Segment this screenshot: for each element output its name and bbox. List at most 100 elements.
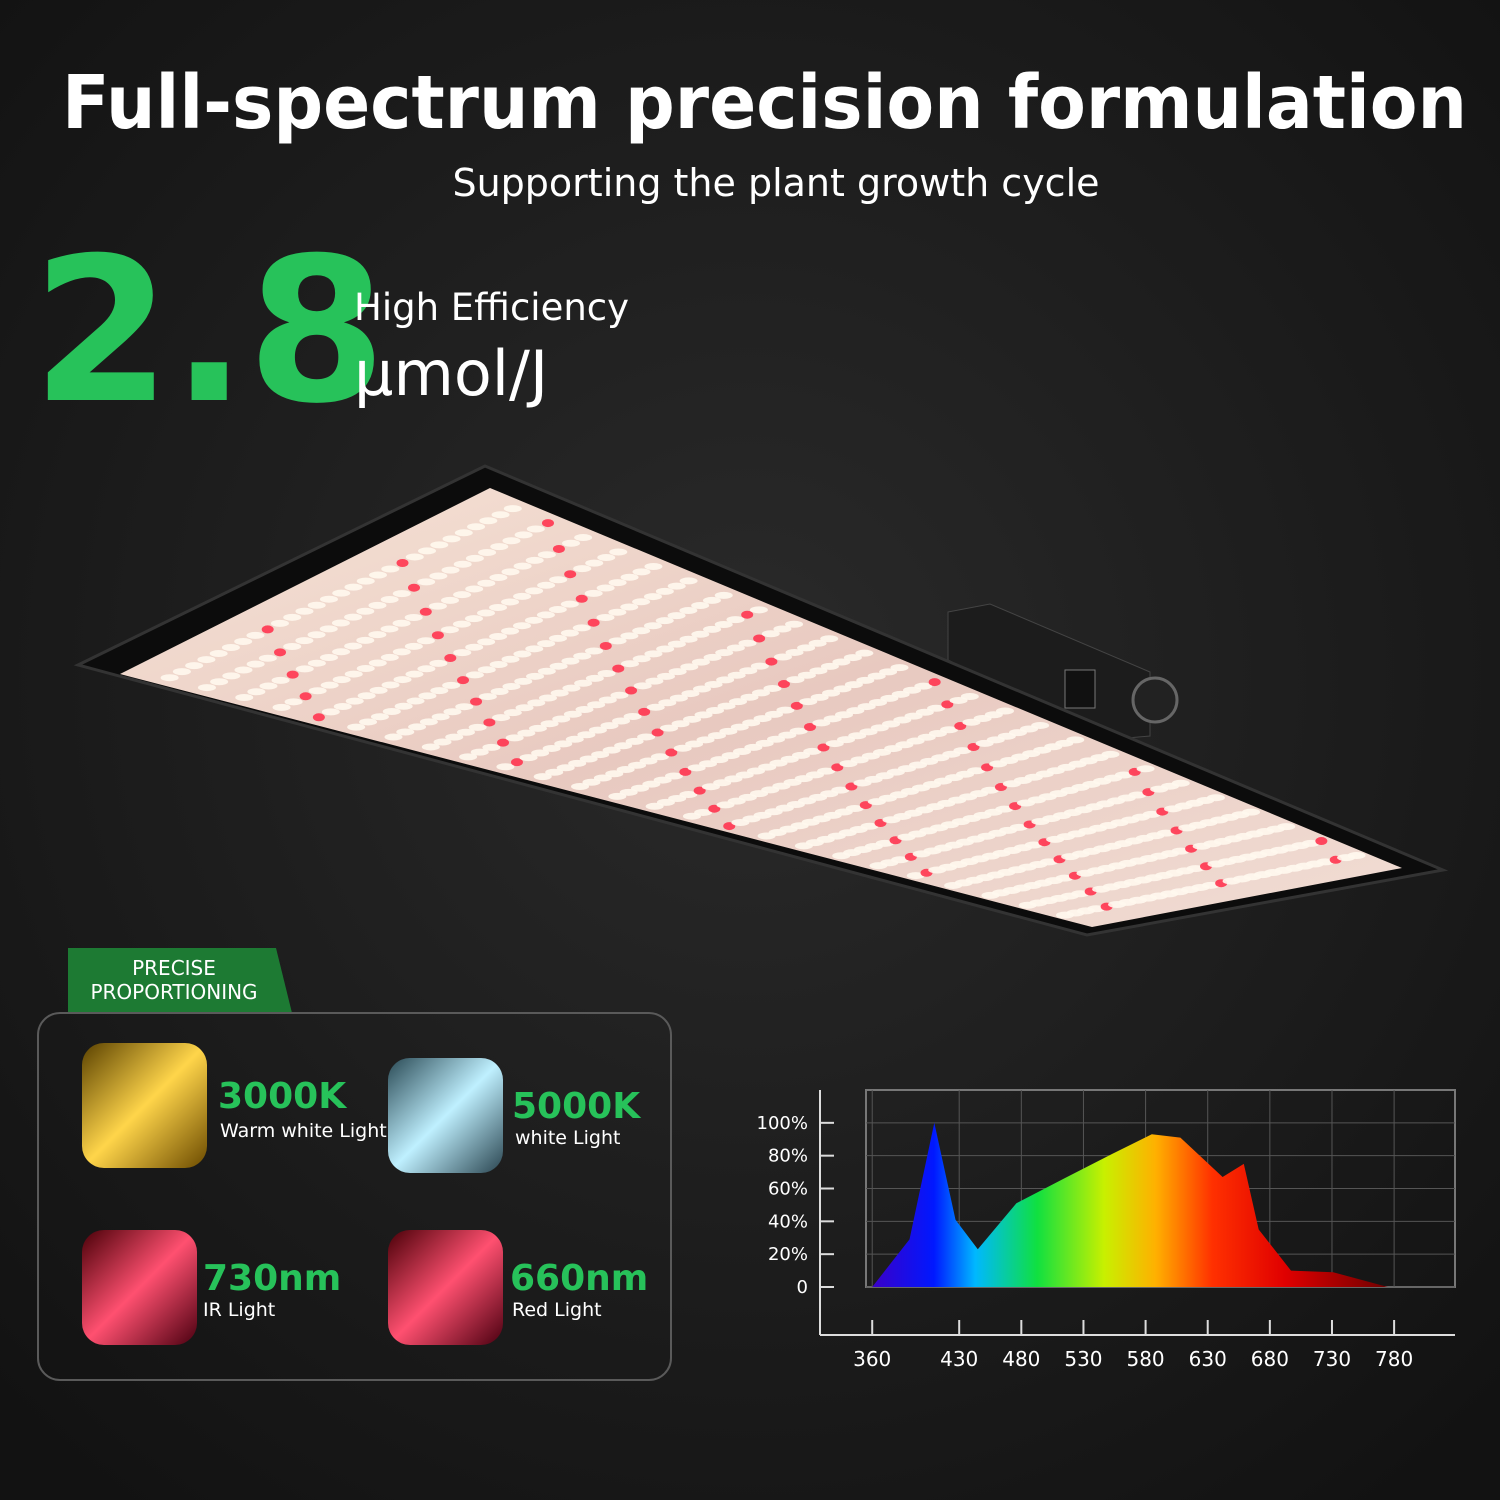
led xyxy=(283,613,302,621)
led xyxy=(465,554,484,562)
led xyxy=(755,739,774,747)
led xyxy=(568,759,587,767)
led xyxy=(646,703,665,711)
subtitle: Supporting the plant growth cycle xyxy=(452,161,1099,205)
led xyxy=(857,703,876,711)
led xyxy=(418,547,437,555)
led xyxy=(430,687,449,695)
led xyxy=(394,702,413,710)
led xyxy=(380,653,399,661)
led xyxy=(699,760,717,768)
led xyxy=(750,662,769,670)
led xyxy=(1171,779,1190,787)
led xyxy=(531,749,550,757)
led xyxy=(465,643,484,651)
badge-line: PRECISE xyxy=(132,956,216,980)
led xyxy=(593,774,612,782)
led xyxy=(482,743,501,751)
led xyxy=(741,610,754,619)
led xyxy=(574,534,593,542)
led xyxy=(763,684,782,692)
led xyxy=(789,727,808,735)
led xyxy=(702,596,721,604)
led xyxy=(608,792,627,800)
led xyxy=(914,682,933,690)
light-icon xyxy=(388,1058,503,1173)
led xyxy=(823,715,842,723)
led xyxy=(753,715,772,723)
led xyxy=(632,655,651,663)
led xyxy=(380,595,399,603)
light-label: IR Light xyxy=(203,1299,275,1321)
led xyxy=(344,670,363,678)
y-tick-label: 60% xyxy=(768,1179,808,1200)
led xyxy=(295,665,314,673)
led xyxy=(477,579,496,587)
led xyxy=(643,622,662,630)
led xyxy=(1009,823,1028,831)
x-tick-label: 730 xyxy=(1313,1347,1351,1371)
led xyxy=(967,743,980,752)
led xyxy=(679,577,698,585)
led xyxy=(221,644,240,652)
led xyxy=(817,767,836,775)
led xyxy=(891,690,910,698)
led xyxy=(1277,823,1296,831)
led xyxy=(673,744,692,752)
led xyxy=(639,757,658,765)
led xyxy=(727,671,746,679)
led xyxy=(319,625,338,633)
led xyxy=(428,602,447,610)
led xyxy=(356,636,375,644)
y-tick-label: 100% xyxy=(757,1113,808,1134)
led xyxy=(345,697,364,705)
led xyxy=(209,650,228,658)
led xyxy=(716,676,735,684)
led xyxy=(721,752,740,760)
led xyxy=(160,674,179,682)
led xyxy=(537,640,556,648)
led xyxy=(562,684,581,692)
led xyxy=(667,640,686,648)
led xyxy=(382,707,401,715)
led xyxy=(503,709,522,717)
x-tick-label: 780 xyxy=(1375,1347,1413,1371)
led xyxy=(515,704,534,712)
badge xyxy=(68,948,292,1013)
led xyxy=(591,751,610,759)
led xyxy=(710,756,729,764)
led xyxy=(408,583,420,592)
led xyxy=(691,601,710,609)
led xyxy=(812,719,831,727)
led xyxy=(483,718,496,727)
led xyxy=(644,562,663,570)
led xyxy=(501,598,520,606)
led xyxy=(667,612,686,620)
led xyxy=(307,659,326,667)
led xyxy=(489,660,508,668)
led xyxy=(503,505,522,513)
led xyxy=(633,682,652,690)
led xyxy=(431,631,444,640)
led xyxy=(669,694,688,702)
led xyxy=(404,614,423,622)
led xyxy=(703,653,722,661)
led xyxy=(538,694,557,702)
led xyxy=(642,780,661,788)
led xyxy=(714,591,733,599)
led xyxy=(417,578,436,586)
x-tick-label: 580 xyxy=(1126,1347,1164,1371)
efficiency-value: 2.8 xyxy=(32,215,386,448)
led xyxy=(537,667,556,675)
x-tick-label: 480 xyxy=(1002,1347,1040,1371)
light-label: white Light xyxy=(515,1127,620,1149)
led xyxy=(632,627,651,635)
led xyxy=(575,594,588,603)
led xyxy=(562,539,581,547)
led xyxy=(445,733,464,741)
led xyxy=(496,763,515,771)
led xyxy=(477,638,496,646)
led xyxy=(210,678,229,686)
led xyxy=(679,635,698,643)
led xyxy=(416,637,435,645)
